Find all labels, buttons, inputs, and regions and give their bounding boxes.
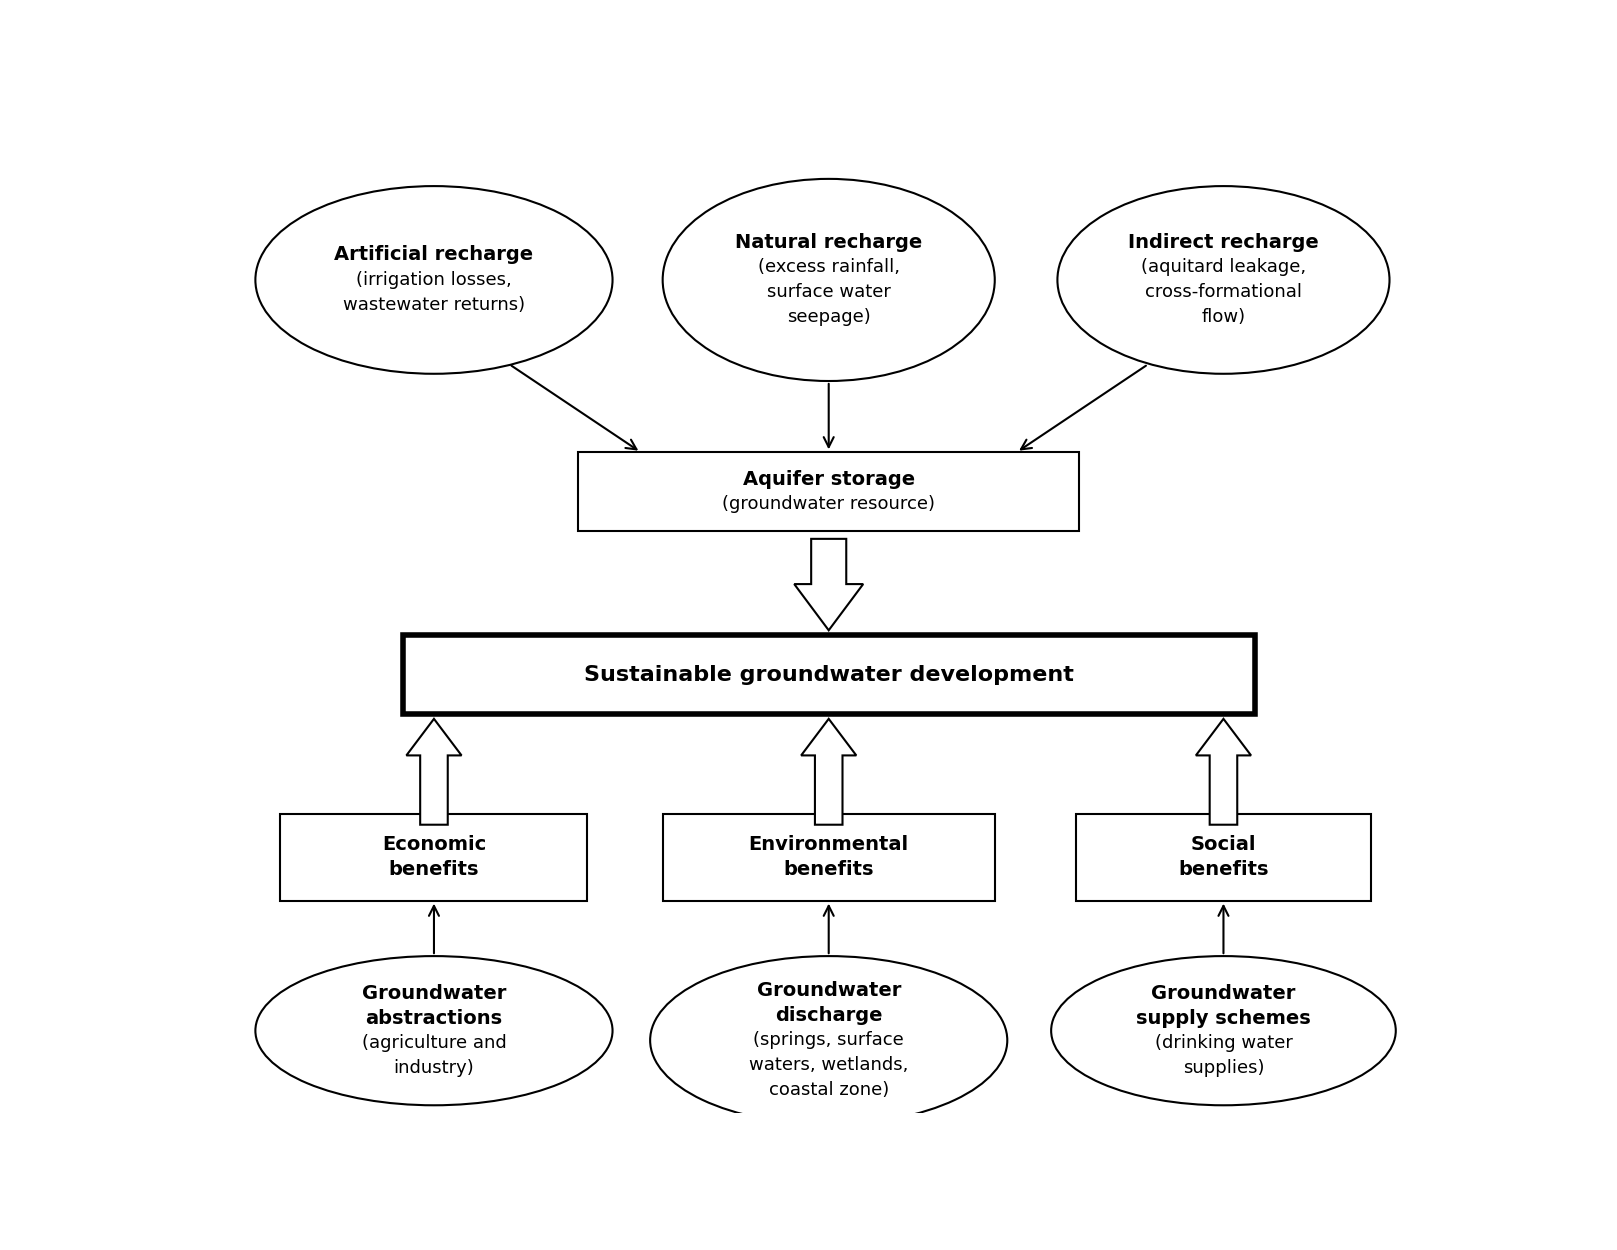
Polygon shape [406, 719, 461, 825]
Ellipse shape [1058, 186, 1389, 374]
Polygon shape [800, 719, 857, 825]
Ellipse shape [255, 186, 613, 374]
Text: wastewater returns): wastewater returns) [343, 296, 526, 314]
Ellipse shape [650, 956, 1007, 1125]
Ellipse shape [663, 179, 994, 381]
Text: (springs, surface: (springs, surface [754, 1031, 904, 1049]
Text: waters, wetlands,: waters, wetlands, [749, 1056, 909, 1074]
Text: (drinking water: (drinking water [1155, 1034, 1292, 1052]
Text: (aquitard leakage,: (aquitard leakage, [1142, 259, 1307, 276]
Text: Groundwater: Groundwater [362, 984, 506, 1002]
Text: benefits: benefits [1179, 860, 1269, 880]
Text: Artificial recharge: Artificial recharge [335, 245, 534, 265]
Text: (irrigation losses,: (irrigation losses, [356, 271, 513, 289]
Text: coastal zone): coastal zone) [768, 1081, 889, 1099]
Text: Economic: Economic [382, 835, 487, 855]
Text: Environmental: Environmental [749, 835, 909, 855]
Text: Social: Social [1190, 835, 1256, 855]
Text: industry): industry) [393, 1059, 474, 1078]
Text: supply schemes: supply schemes [1137, 1009, 1311, 1028]
Text: benefits: benefits [784, 860, 873, 880]
Text: Natural recharge: Natural recharge [736, 232, 922, 253]
Text: surface water: surface water [766, 284, 891, 301]
Text: Groundwater: Groundwater [757, 981, 901, 1000]
Text: Groundwater: Groundwater [1151, 984, 1295, 1002]
Text: cross-formational: cross-formational [1145, 284, 1302, 301]
Polygon shape [1197, 719, 1252, 825]
Text: (excess rainfall,: (excess rainfall, [758, 259, 899, 276]
Bar [579, 452, 1080, 531]
Text: seepage): seepage) [787, 309, 870, 326]
Polygon shape [794, 539, 863, 630]
Text: Indirect recharge: Indirect recharge [1129, 232, 1319, 253]
Ellipse shape [255, 956, 613, 1105]
Bar [403, 635, 1255, 714]
Ellipse shape [1051, 956, 1395, 1105]
Bar [663, 814, 994, 901]
Text: abstractions: abstractions [365, 1009, 503, 1028]
Bar [1077, 814, 1371, 901]
Text: flow): flow) [1201, 309, 1245, 326]
Text: discharge: discharge [775, 1006, 883, 1025]
Text: Sustainable groundwater development: Sustainable groundwater development [584, 665, 1074, 685]
Bar [280, 814, 587, 901]
Text: (groundwater resource): (groundwater resource) [723, 495, 935, 514]
Text: supplies): supplies) [1182, 1059, 1264, 1078]
Text: (agriculture and: (agriculture and [362, 1034, 506, 1052]
Text: Aquifer storage: Aquifer storage [742, 470, 915, 489]
Text: benefits: benefits [388, 860, 479, 880]
